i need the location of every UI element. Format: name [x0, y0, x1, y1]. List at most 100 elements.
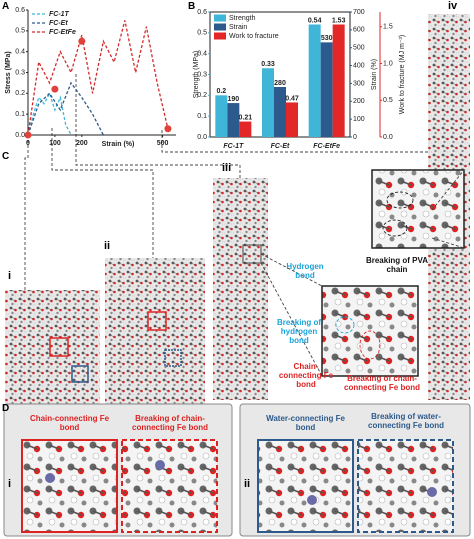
zoom-box: [147, 311, 167, 331]
tick-label: 0.3: [197, 71, 207, 78]
y-tick-label: 0.4: [15, 49, 25, 56]
annotation: Chain-connecting Fe bond: [278, 362, 334, 389]
legend-label: FC-1T: [49, 11, 70, 18]
roman-label: iv: [448, 0, 458, 12]
tick-label: 0.0: [383, 134, 393, 141]
x-axis-label: Strain (%): [102, 141, 135, 148]
fe-atom: [307, 495, 317, 505]
x-tick-label: 100: [49, 140, 61, 147]
tick-label: 0.1: [197, 113, 207, 120]
tick-label: 0.5: [383, 97, 393, 104]
tick-label: 1.5: [383, 24, 393, 31]
legend-label: FC-EtFe: [49, 29, 76, 36]
axis-label: Strength (MPa): [193, 51, 200, 98]
legend-swatch: [214, 32, 226, 40]
tick-label: 0.0: [197, 134, 207, 141]
tick-label: 0.4: [197, 51, 207, 58]
roman-label: ii: [244, 478, 251, 490]
annotation: Hydrogen bond: [286, 262, 324, 280]
annotation: Breaking of chain-connecting Fe bond: [132, 414, 208, 432]
legend-label: Work to fracture: [229, 33, 279, 40]
y-tick-label: 0.6: [15, 7, 25, 14]
model-iii: [213, 178, 268, 400]
panel-label: D: [2, 403, 10, 414]
bar: [262, 68, 274, 137]
tick-label: 0.2: [197, 92, 207, 99]
value-label: 280: [274, 80, 286, 87]
tick-label: 500: [353, 45, 365, 52]
marker: [78, 37, 86, 45]
zoom-box: [49, 337, 69, 357]
legend-swatch: [214, 14, 226, 22]
bar: [215, 95, 228, 137]
tick-label: 400: [353, 62, 365, 69]
y-axis-label: Stress (MPa): [5, 51, 12, 93]
marker: [164, 125, 172, 133]
x-tick-label: 0: [26, 140, 30, 147]
panel-label: A: [2, 1, 10, 12]
value-label: 190: [227, 96, 239, 103]
inset: [121, 439, 218, 533]
panel-d-frames: [3, 403, 471, 537]
y-tick-label: 0.0: [15, 132, 25, 139]
bar: [227, 103, 240, 137]
y-tick-label: 0.3: [15, 69, 25, 76]
roman-label: i: [8, 478, 12, 490]
y-tick-label: 0.2: [15, 90, 25, 97]
annotation: Breaking of water-connecting Fe bond: [368, 412, 444, 430]
tick-label: 0: [353, 134, 357, 141]
line-series: [27, 20, 169, 136]
fe-atom: [155, 460, 165, 470]
bar: [239, 121, 252, 137]
value-label: 0.54: [308, 17, 322, 24]
bar: [274, 87, 286, 137]
roman-label: i: [8, 270, 12, 282]
model-ii: [105, 258, 205, 408]
legend-label: Strain: [229, 24, 247, 31]
tick-label: 0.6: [197, 9, 207, 16]
legend-label: Strength: [229, 15, 256, 22]
roman-label: iii: [222, 162, 232, 174]
x-tick-label: 500: [157, 140, 169, 147]
annotation: Breaking of hydrogen bond: [276, 318, 321, 345]
legend-swatch: [214, 23, 226, 31]
bar: [332, 24, 345, 137]
value-label: 530: [321, 35, 333, 42]
inset: [357, 439, 454, 533]
bar: [308, 24, 321, 137]
tick-label: 200: [353, 98, 365, 105]
bar: [286, 102, 298, 137]
value-label: 0.47: [285, 95, 299, 102]
x-tick-label: FC-1T: [223, 143, 244, 150]
tick-label: 100: [353, 116, 365, 123]
annotation: Chain-connecting Fe bond: [29, 414, 110, 432]
y-tick-label: 0.1: [15, 111, 25, 118]
x-tick-label: 200: [76, 140, 88, 147]
zoom-box: [164, 349, 182, 367]
fe-atom: [45, 473, 55, 483]
tick-label: 300: [353, 80, 365, 87]
axis-label: Work to fracture (MJ m⁻³): [399, 35, 406, 114]
line-series: [27, 91, 72, 136]
line-series: [27, 81, 104, 136]
inset: [21, 439, 118, 533]
panel-label: C: [2, 151, 10, 162]
bar: [320, 42, 333, 137]
annotation: Breaking of chain-connecting Fe bond: [344, 374, 420, 392]
panel-label: B: [188, 1, 196, 12]
molecular-views: [5, 14, 470, 408]
x-tick-label: FC-Et: [271, 143, 290, 150]
model-i: [5, 290, 100, 408]
x-tick-label: FC-EtFe: [313, 143, 340, 150]
tick-label: 600: [353, 27, 365, 34]
marker: [24, 131, 32, 139]
marker: [51, 85, 59, 93]
legend-label: FC-Et: [49, 20, 68, 27]
inset: [257, 439, 354, 533]
value-label: 0.2: [216, 88, 226, 95]
axis-label: Strain (%): [371, 59, 378, 90]
zoom-inset: [371, 169, 465, 249]
zoom-box: [71, 365, 89, 383]
